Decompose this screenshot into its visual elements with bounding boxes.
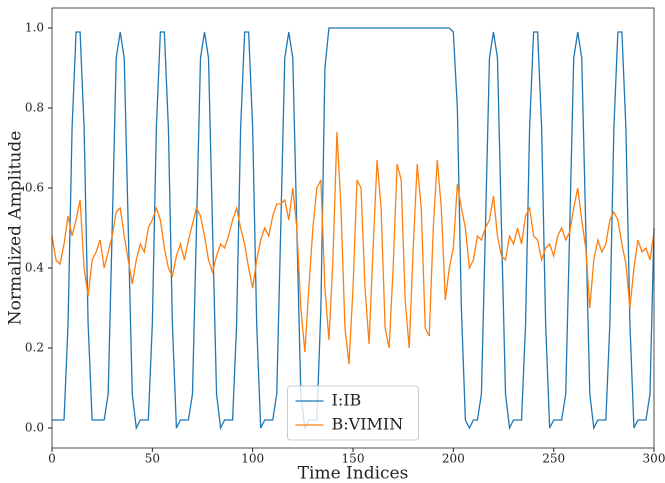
x-tick-label: 100 [241, 452, 264, 466]
x-tick-label: 50 [145, 452, 160, 466]
series-line [51, 131, 655, 365]
y-tick-label: 1.0 [25, 21, 44, 35]
x-tick-label: 200 [442, 452, 465, 466]
series-line [52, 27, 655, 431]
legend-label: B:VIMIN [332, 415, 404, 434]
x-tick-label: 250 [542, 452, 565, 466]
legend-box [287, 385, 419, 441]
y-tick-label: 0.6 [25, 181, 44, 195]
plot-frame [51, 7, 655, 449]
x-axis-label: Time Indices [298, 464, 409, 483]
x-tick-label: 150 [342, 452, 365, 466]
y-tick-label: 0.2 [25, 341, 44, 355]
legend-label: I:IB [332, 391, 362, 410]
y-tick-label: 0.0 [25, 421, 44, 435]
x-tick-label: 0 [48, 452, 56, 466]
x-tick-label: 300 [643, 452, 665, 466]
y-tick-label: 0.4 [25, 261, 44, 275]
y-axis-label: Normalized Amplitude [6, 131, 26, 326]
legend: I:IB B:VIMIN [287, 385, 419, 441]
y-tick-label: 0.8 [25, 101, 44, 115]
